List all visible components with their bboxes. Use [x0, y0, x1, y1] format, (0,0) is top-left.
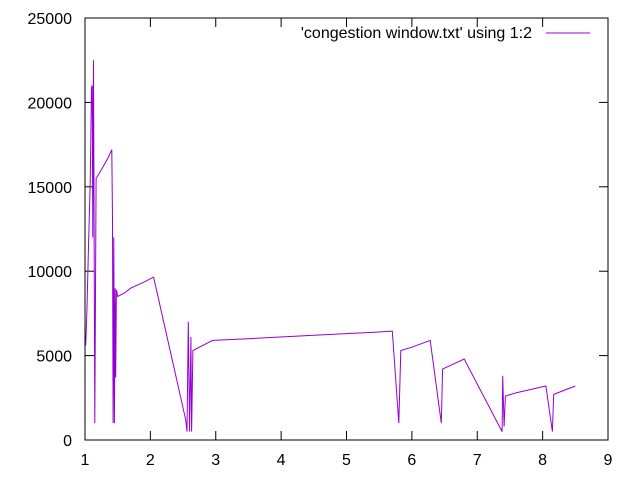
- x-tick-label: 3: [211, 452, 220, 469]
- legend-label: 'congestion window.txt' using 1:2: [301, 25, 532, 42]
- x-tick-label: 6: [407, 452, 416, 469]
- x-tick-label: 1: [81, 452, 90, 469]
- series-line-congestion-window: [85, 60, 576, 432]
- x-tick-label: 9: [604, 452, 613, 469]
- y-tick-label: 0: [63, 433, 72, 450]
- y-tick-label: 25000: [28, 11, 73, 28]
- y-tick-label: 5000: [36, 349, 72, 366]
- y-tick-label: 15000: [28, 180, 73, 197]
- chart-series: [85, 60, 576, 432]
- chart-ticks: 1 2 3 4 5 6 7 8 9 0 5000 10000 15000 20000 25000: [28, 11, 613, 469]
- x-tick-label: 4: [277, 452, 286, 469]
- chart-legend: 'congestion window.txt' using 1:2: [301, 25, 590, 42]
- x-tick-label: 7: [473, 452, 482, 469]
- x-tick-label: 2: [146, 452, 155, 469]
- chart-axes: [84, 17, 609, 441]
- plot-border: [84, 17, 609, 441]
- y-tick-label: 10000: [28, 264, 73, 281]
- x-tick-label: 5: [342, 452, 351, 469]
- x-tick-label: 8: [538, 452, 547, 469]
- y-tick-label: 20000: [28, 95, 73, 112]
